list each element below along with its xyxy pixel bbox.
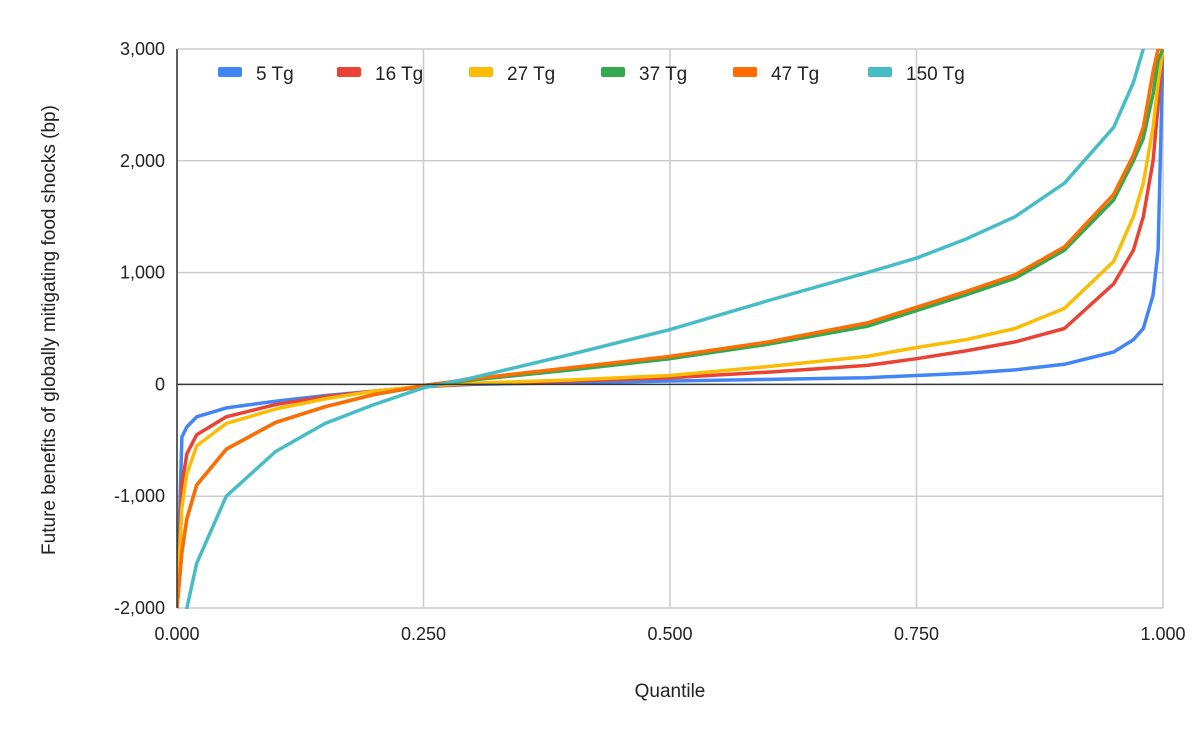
legend: 5 Tg 16 Tg 27 Tg 37 Tg 47 Tg 150 Tg [218,64,965,85]
series-line-5-tg [177,49,1164,609]
y-tick-label: 0 [155,374,165,394]
axes: 0.000 0.250 0.500 0.750 1.000 -2,000 -1,000 0 1,… [114,39,1186,644]
series-line-16-tg [177,49,1164,609]
series-line-150-tg [185,49,1146,609]
legend-swatch [601,67,625,77]
y-tick-label: 1,000 [120,263,165,283]
x-tick-label: 0.000 [154,624,199,644]
legend-label: 5 Tg [256,64,294,85]
legend-label: 27 Tg [507,64,555,85]
x-axis-title: Quantile [635,681,706,702]
y-axis-title: Future benefits of globally mitigating f… [39,105,60,555]
x-tick-label: 1.000 [1140,624,1185,644]
series-line-27-tg [177,49,1164,609]
legend-label: 37 Tg [639,64,687,85]
y-tick-label: 3,000 [120,39,165,59]
legend-swatch [218,67,242,77]
x-tick-label: 0.750 [894,624,939,644]
legend-swatch [733,67,757,77]
x-tick-label: 0.500 [647,624,692,644]
legend-swatch [469,67,493,77]
x-tick-label: 0.250 [401,624,446,644]
y-tick-label: -1,000 [114,486,165,506]
legend-swatch [337,67,361,77]
legend-label: 16 Tg [375,64,423,85]
legend-swatch [868,67,892,77]
series-line-47-tg [177,49,1163,609]
y-tick-label: -2,000 [114,598,165,618]
series-lines [177,49,1164,609]
gridlines [176,48,1164,609]
y-tick-label: 2,000 [120,151,165,171]
legend-label: 150 Tg [906,64,965,85]
legend-label: 47 Tg [771,64,819,85]
